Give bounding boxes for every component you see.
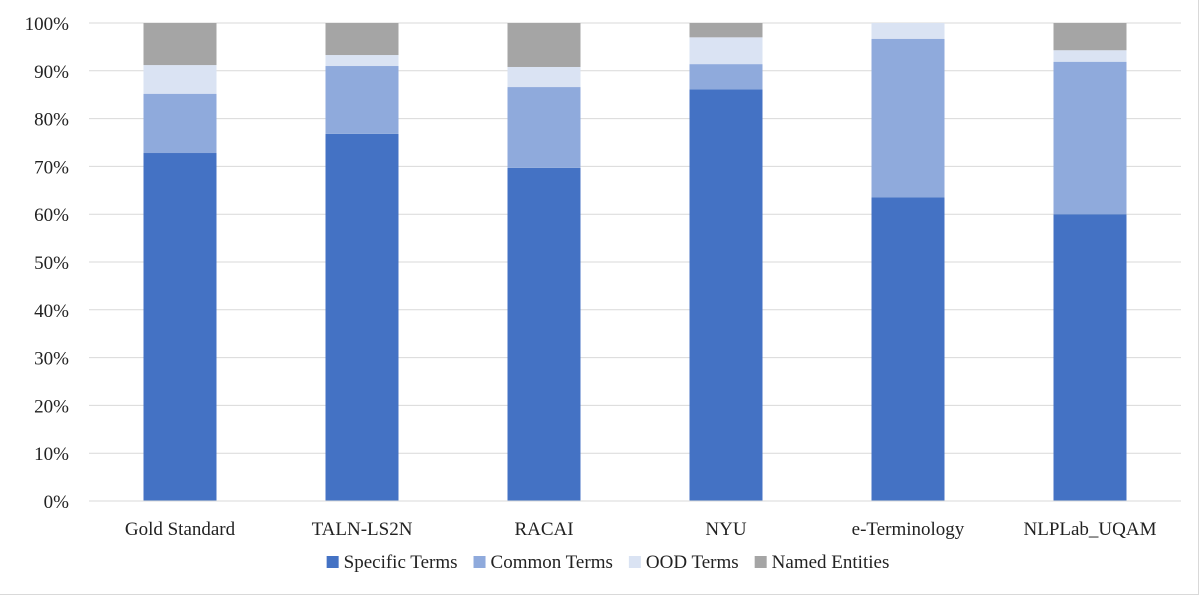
bar-segment-ood-terms — [325, 55, 399, 67]
bar-segment-specific-terms — [689, 89, 763, 501]
y-tick-label: 50% — [34, 253, 69, 274]
y-tick-label: 10% — [34, 444, 69, 465]
bar-segment-ood-terms — [689, 37, 763, 65]
bars — [143, 23, 1127, 502]
bar-segment-specific-terms — [325, 133, 399, 501]
x-category-label: NYU — [705, 519, 746, 540]
legend-swatch-specific-terms — [326, 556, 339, 568]
bar-segment-specific-terms — [507, 167, 581, 502]
legend-label: Common Terms — [491, 552, 613, 573]
y-tick-label: 60% — [34, 205, 69, 226]
y-tick-label: 20% — [34, 396, 69, 417]
bar-segment-common-terms — [143, 93, 217, 154]
bar-segment-common-terms — [689, 64, 763, 90]
bar-segment-ood-terms — [871, 23, 945, 39]
y-tick-label: 90% — [34, 62, 69, 83]
x-category-label: Gold Standard — [125, 519, 236, 540]
y-tick-label: 40% — [34, 301, 69, 322]
bar-segment-named-entities — [1053, 23, 1127, 51]
bar-segment-ood-terms — [143, 65, 217, 94]
legend-swatch-common-terms — [473, 556, 486, 568]
gridlines — [89, 22, 1181, 502]
x-category-label: e-Terminology — [852, 519, 965, 540]
bar-segment-common-terms — [507, 87, 581, 168]
y-tick-label: 30% — [34, 349, 69, 370]
x-category-label: RACAI — [514, 519, 573, 540]
x-category-label: TALN-LS2N — [312, 519, 413, 540]
legend-swatch-ood-terms — [628, 556, 641, 568]
x-category-label: NLPLab_UQAM — [1024, 519, 1157, 540]
bar-segment-common-terms — [1053, 61, 1127, 215]
axes: 0% 10% 20% 30% 40% 50% 60% 70% 80% 90% 100% Gold St… — [25, 14, 1181, 540]
bar-segment-named-entities — [689, 23, 763, 38]
legend-label: OOD Terms — [646, 552, 739, 573]
legend-swatch-named-entities — [754, 556, 767, 568]
legend-label: Named Entities — [772, 552, 890, 573]
y-tick-label: 100% — [25, 14, 70, 35]
bar-segment-named-entities — [325, 23, 399, 56]
legend: Specific Terms Common Terms OOD Terms Named… — [326, 552, 890, 573]
bar-segment-named-entities — [507, 23, 581, 67]
legend-label: Specific Terms — [344, 552, 458, 573]
bar-segment-specific-terms — [1053, 214, 1127, 501]
y-tick-label: 0% — [44, 492, 70, 513]
bar-segment-ood-terms — [507, 66, 581, 88]
y-tick-label: 70% — [34, 157, 69, 178]
bar-segment-specific-terms — [871, 197, 945, 501]
bar-segment-common-terms — [325, 66, 399, 134]
bar-segment-common-terms — [871, 38, 945, 198]
bar-segment-ood-terms — [1053, 50, 1127, 62]
bar-segment-specific-terms — [143, 153, 217, 502]
bar-segment-named-entities — [143, 23, 217, 66]
y-tick-label: 80% — [34, 110, 69, 131]
